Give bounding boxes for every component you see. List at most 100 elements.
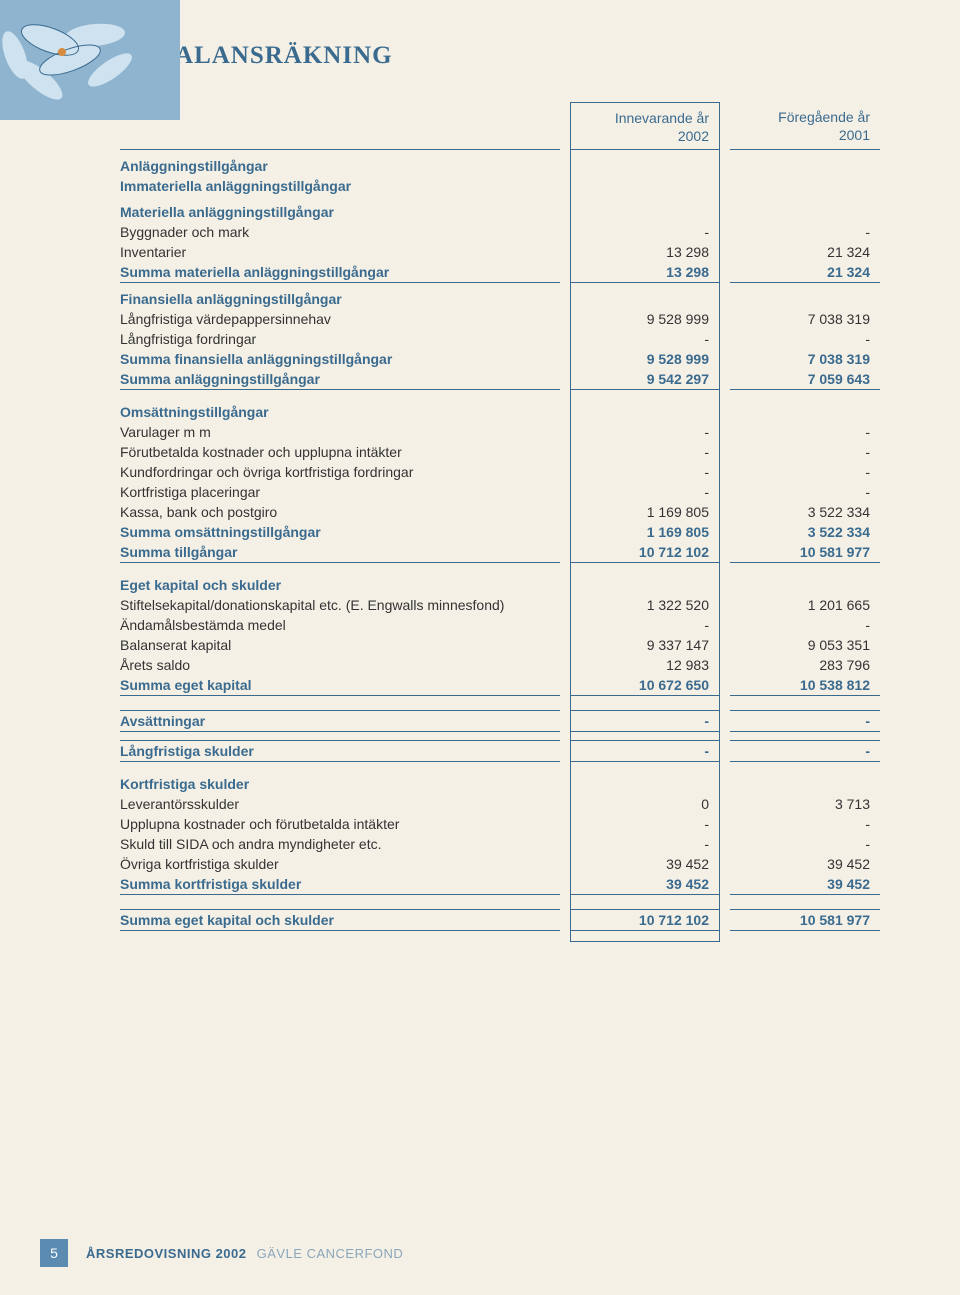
- cell-current-year: 9 528 999: [570, 349, 720, 369]
- footer-report-name: ÅRSREDOVISNING 2002: [86, 1246, 247, 1261]
- row-label: Summa omsättningstillgångar: [120, 522, 560, 542]
- cell-current-year: 10 712 102: [570, 909, 720, 931]
- cell-current-year: -: [570, 329, 720, 349]
- balance-sheet-table: Innevarande år 2002 Föregående år 2001 A…: [120, 102, 880, 942]
- cell-current-year: [570, 289, 720, 309]
- cell-previous-year: 3 522 334: [730, 502, 880, 522]
- cell-current-year: [570, 396, 720, 422]
- cell-previous-year: 21 324: [730, 242, 880, 262]
- cell-previous-year: 39 452: [730, 854, 880, 874]
- section-heading: Anläggningstillgångar: [120, 150, 560, 176]
- cell-previous-year: -: [730, 482, 880, 502]
- cell-previous-year: 10 581 977: [730, 909, 880, 931]
- row-label: Summa eget kapital: [120, 675, 560, 696]
- cell-previous-year: -: [730, 615, 880, 635]
- row-label: Förutbetalda kostnader och upplupna intä…: [120, 442, 560, 462]
- cell-previous-year: -: [730, 814, 880, 834]
- cell-current-year: 1 169 805: [570, 502, 720, 522]
- cell-previous-year: 10 538 812: [730, 675, 880, 696]
- cell-previous-year: -: [730, 710, 880, 732]
- section-heading: Eget kapital och skulder: [120, 569, 560, 595]
- row-label: Summa finansiella anläggningstillgångar: [120, 349, 560, 369]
- cell-current-year: 9 542 297: [570, 369, 720, 390]
- row-label: Långfristiga skulder: [120, 740, 560, 762]
- row-label: Summa eget kapital och skulder: [120, 909, 560, 931]
- cell-current-year: -: [570, 615, 720, 635]
- cell-previous-year: [730, 768, 880, 794]
- row-label: Summa anläggningstillgångar: [120, 369, 560, 390]
- cell-previous-year: 21 324: [730, 262, 880, 283]
- row-label: Årets saldo: [120, 655, 560, 675]
- row-label: Långfristiga värdepappersinnehav: [120, 309, 560, 329]
- row-label: Inventarier: [120, 242, 560, 262]
- cell-previous-year: [730, 289, 880, 309]
- column-header-previous-year: Föregående år 2001: [730, 102, 880, 149]
- cell-previous-year: [730, 202, 880, 222]
- cell-previous-year: [730, 150, 880, 176]
- cell-current-year: -: [570, 422, 720, 442]
- row-label: Stiftelsekapital/donationskapital etc. (…: [120, 595, 560, 615]
- cell-current-year: 12 983: [570, 655, 720, 675]
- cell-previous-year: 7 038 319: [730, 309, 880, 329]
- row-label: Ändamålsbestämda medel: [120, 615, 560, 635]
- row-label: Långfristiga fordringar: [120, 329, 560, 349]
- cell-previous-year: 9 053 351: [730, 635, 880, 655]
- footer-org-name: GÄVLE CANCERFOND: [257, 1246, 404, 1261]
- cell-current-year: [570, 176, 720, 196]
- row-label: Summa kortfristiga skulder: [120, 874, 560, 895]
- section-heading: Kortfristiga skulder: [120, 768, 560, 794]
- row-label: Kundfordringar och övriga kortfristiga f…: [120, 462, 560, 482]
- cell-current-year: 9 528 999: [570, 309, 720, 329]
- cell-current-year: 0: [570, 794, 720, 814]
- row-label: Kortfristiga placeringar: [120, 482, 560, 502]
- cell-current-year: -: [570, 462, 720, 482]
- cell-current-year: [570, 569, 720, 595]
- page-number-box: 5: [40, 1239, 68, 1267]
- cell-previous-year: [730, 396, 880, 422]
- row-label: Summa tillgångar: [120, 542, 560, 563]
- cell-current-year: [570, 202, 720, 222]
- cell-current-year: -: [570, 710, 720, 732]
- cell-previous-year: -: [730, 834, 880, 854]
- cell-current-year: 10 672 650: [570, 675, 720, 696]
- cell-previous-year: -: [730, 462, 880, 482]
- row-label: Summa materiella anläggningstillgångar: [120, 262, 560, 283]
- cell-current-year: -: [570, 814, 720, 834]
- cell-previous-year: 283 796: [730, 655, 880, 675]
- cell-current-year: [570, 768, 720, 794]
- cell-previous-year: -: [730, 442, 880, 462]
- cell-previous-year: 3 713: [730, 794, 880, 814]
- cell-current-year: 13 298: [570, 262, 720, 283]
- cell-current-year: -: [570, 834, 720, 854]
- cell-current-year: 39 452: [570, 854, 720, 874]
- cell-current-year: 10 712 102: [570, 542, 720, 563]
- cell-current-year: 39 452: [570, 874, 720, 895]
- row-label: Byggnader och mark: [120, 222, 560, 242]
- cell-previous-year: -: [730, 740, 880, 762]
- cell-previous-year: 3 522 334: [730, 522, 880, 542]
- row-label: Avsättningar: [120, 710, 560, 732]
- cell-current-year: -: [570, 740, 720, 762]
- row-label: Upplupna kostnader och förutbetalda intä…: [120, 814, 560, 834]
- cell-previous-year: 39 452: [730, 874, 880, 895]
- section-heading: Omsättningstillgångar: [120, 396, 560, 422]
- cell-previous-year: -: [730, 222, 880, 242]
- cell-current-year: 1 322 520: [570, 595, 720, 615]
- row-label: Varulager m m: [120, 422, 560, 442]
- row-label: Övriga kortfristiga skulder: [120, 854, 560, 874]
- cell-previous-year: 10 581 977: [730, 542, 880, 563]
- cell-previous-year: 7 059 643: [730, 369, 880, 390]
- row-label: Finansiella anläggningstillgångar: [120, 289, 560, 309]
- cell-current-year: -: [570, 442, 720, 462]
- cell-previous-year: [730, 569, 880, 595]
- cell-current-year: [570, 150, 720, 176]
- row-label: Immateriella anläggningstillgångar: [120, 176, 560, 196]
- page-title: Balansräkning: [150, 30, 880, 72]
- row-label: Kassa, bank och postgiro: [120, 502, 560, 522]
- cell-previous-year: [730, 176, 880, 196]
- cell-current-year: 1 169 805: [570, 522, 720, 542]
- cell-current-year: -: [570, 222, 720, 242]
- row-label: Leverantörsskulder: [120, 794, 560, 814]
- row-label: Skuld till SIDA och andra myndigheter et…: [120, 834, 560, 854]
- cell-previous-year: -: [730, 422, 880, 442]
